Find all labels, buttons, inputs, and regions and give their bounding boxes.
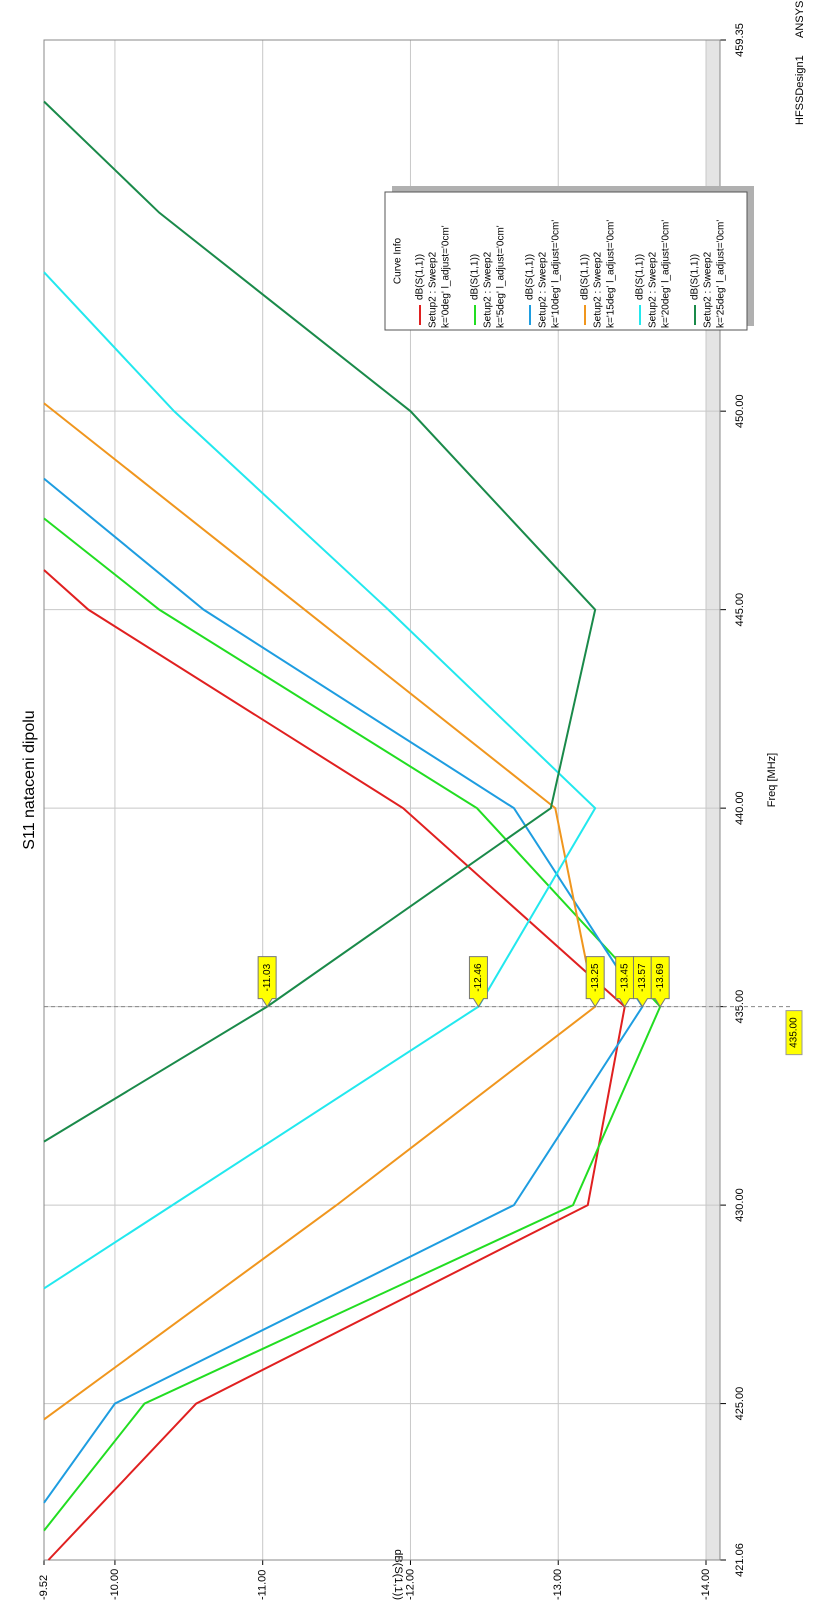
legend-label: Setup2 : Sweep2 bbox=[593, 251, 604, 328]
legend-label: Setup2 : Sweep2 bbox=[483, 251, 494, 328]
y-tick-label: -12.00 bbox=[404, 1569, 416, 1600]
legend-label: k='15deg' l_adjust='0cm' bbox=[606, 220, 617, 328]
marker-label: -13.45 bbox=[619, 963, 630, 992]
legend-label: Setup2 : Sweep2 bbox=[703, 251, 714, 328]
legend-title: Curve Info bbox=[393, 237, 404, 284]
marker-x-label: 435.00 bbox=[789, 1017, 800, 1048]
legend-label: k='20deg' l_adjust='0cm' bbox=[661, 220, 672, 328]
legend-label: Setup2 : Sweep2 bbox=[538, 251, 549, 328]
x-tick-label: 440.00 bbox=[734, 791, 746, 825]
y-tick-label: -10.00 bbox=[109, 1569, 121, 1600]
marker-label: -13.69 bbox=[655, 963, 666, 992]
marker-box bbox=[650, 956, 670, 1008]
y-tick-label: -9.52 bbox=[38, 1575, 50, 1600]
legend-label: k='10deg' l_adjust='0cm' bbox=[551, 220, 562, 328]
y-tick-label: -14.00 bbox=[700, 1569, 712, 1600]
marker-x-box bbox=[785, 1010, 803, 1056]
x-tick-label: 425.00 bbox=[734, 1387, 746, 1421]
marker-box bbox=[257, 956, 277, 1008]
legend-label: Setup2 : Sweep2 bbox=[428, 251, 439, 328]
legend-label: dB(S(1,1)) bbox=[415, 254, 426, 300]
legend-label: k='5deg' l_adjust='0cm' bbox=[496, 225, 507, 328]
marker-box bbox=[468, 956, 488, 1008]
y-tick-label: -13.00 bbox=[552, 1569, 564, 1600]
x-tick-label: 421.06 bbox=[734, 1543, 746, 1577]
legend-label: Setup2 : Sweep2 bbox=[648, 251, 659, 328]
y-tick-label: -11.00 bbox=[257, 1570, 269, 1600]
legend-label: k='0deg' l_adjust='0cm' bbox=[441, 225, 452, 328]
x-axis-label: Freq [MHz] bbox=[766, 753, 778, 807]
plot-frame bbox=[43, 39, 721, 1561]
x-tick-label: 459.35 bbox=[734, 23, 746, 57]
x-tick-label: 450.00 bbox=[734, 394, 746, 428]
y-axis-label: dB(S(1,1)) bbox=[392, 1549, 404, 1600]
marker-box bbox=[585, 956, 605, 1008]
marker-box bbox=[632, 956, 652, 1008]
marker-label: -11.03 bbox=[262, 963, 273, 991]
x-tick-label: 445.00 bbox=[734, 593, 746, 627]
legend-label: dB(S(1,1)) bbox=[470, 254, 481, 300]
chart-title: S11 nataceni dipolu bbox=[21, 710, 38, 849]
legend-box bbox=[384, 191, 748, 331]
axis-strip bbox=[706, 40, 720, 1560]
legend-label: k='25deg' l_adjust='0cm' bbox=[716, 220, 727, 328]
legend-label: dB(S(1,1)) bbox=[580, 254, 591, 300]
legend-label: dB(S(1,1)) bbox=[690, 254, 701, 300]
design-name: HFSSDesign1 bbox=[794, 55, 806, 125]
marker-label: -13.57 bbox=[637, 963, 648, 992]
brand: ANSYS bbox=[794, 1, 806, 38]
marker-label: -13.25 bbox=[590, 963, 601, 992]
series-line bbox=[43, 271, 597, 1290]
legend-label: dB(S(1,1)) bbox=[635, 254, 646, 300]
legend-label: dB(S(1,1)) bbox=[525, 254, 536, 300]
marker-box bbox=[615, 956, 635, 1008]
x-tick-label: 430.00 bbox=[734, 1188, 746, 1222]
marker-label: -12.46 bbox=[473, 963, 484, 992]
